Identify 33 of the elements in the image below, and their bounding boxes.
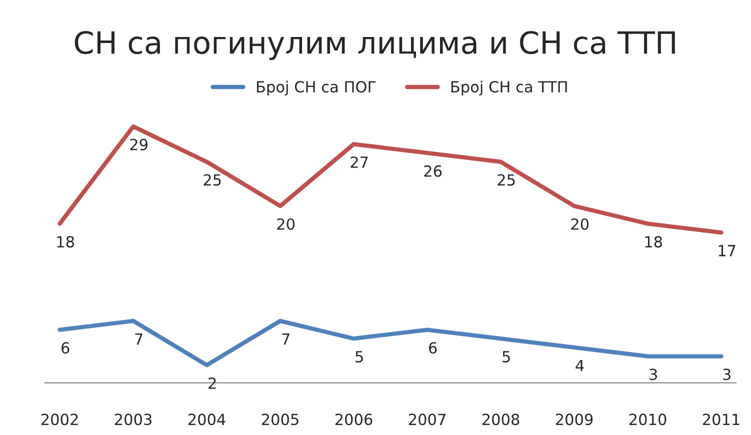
x-tick-label: 2011 <box>702 414 740 426</box>
data-label: 7 <box>135 333 142 345</box>
chart-title: СН са погинулим лицима и СН са ТТП <box>74 30 675 60</box>
x-tick-label: 2007 <box>408 414 446 426</box>
data-label: 17 <box>718 245 736 256</box>
data-label: 26 <box>424 165 442 177</box>
x-tick-label: 2005 <box>262 414 298 426</box>
data-label: 6 <box>62 342 70 354</box>
legend-label: Број СН са ТТП <box>451 80 567 96</box>
data-label: 20 <box>571 218 589 230</box>
data-label: 6 <box>429 342 437 354</box>
x-tick-label: 2002 <box>41 414 78 426</box>
data-label: 3 <box>723 368 730 380</box>
data-label: 29 <box>130 138 148 150</box>
data-label: 20 <box>277 218 295 230</box>
data-label: 27 <box>350 156 368 168</box>
data-label: 25 <box>498 174 515 186</box>
x-tick-label: 2003 <box>114 414 152 426</box>
data-label: 2 <box>208 377 216 389</box>
x-tick-label: 2006 <box>335 414 372 426</box>
data-label: 3 <box>650 368 657 380</box>
data-label: 18 <box>645 236 662 248</box>
x-tick-label: 2004 <box>188 414 226 426</box>
x-tick-label: 2008 <box>482 414 520 426</box>
data-label: 18 <box>57 236 74 248</box>
legend-label: Број СН са ПОГ <box>256 80 376 96</box>
data-label: 4 <box>576 360 584 372</box>
x-tick-label: 2009 <box>556 414 593 426</box>
data-label: 7 <box>282 333 290 345</box>
data-label: 25 <box>204 174 221 186</box>
data-label: 5 <box>356 351 363 362</box>
data-label: 5 <box>502 351 510 362</box>
x-tick-label: 2010 <box>629 414 666 426</box>
